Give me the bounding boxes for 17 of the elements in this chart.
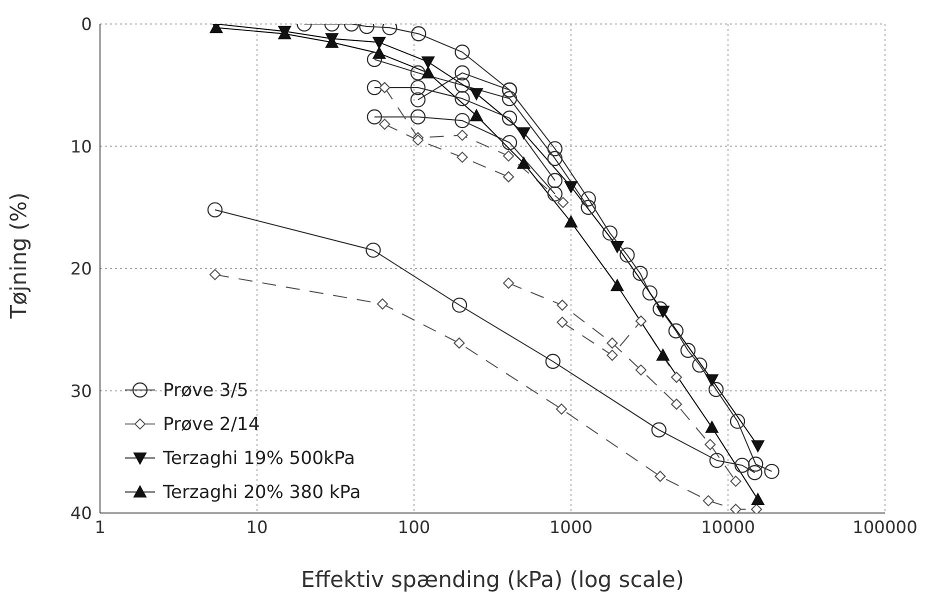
y-tick-label: 20 bbox=[70, 260, 92, 280]
y-tick-label: 30 bbox=[70, 382, 92, 402]
y-tick-label: 40 bbox=[70, 504, 92, 524]
x-tick-label: 1000 bbox=[549, 518, 593, 538]
x-tick-label: 10 bbox=[246, 518, 268, 538]
x-axis-title: Effektiv spænding (kPa) (log scale) bbox=[300, 568, 684, 593]
legend-label: Prøve 3/5 bbox=[163, 380, 248, 400]
y-axis-title: Tøjning (%) bbox=[6, 192, 32, 320]
legend-label: Terzaghi 20% 380 kPa bbox=[163, 482, 361, 502]
x-tick-label: 10000 bbox=[700, 518, 756, 538]
x-tick-label: 1 bbox=[94, 518, 106, 538]
x-tick-label: 100000 bbox=[852, 518, 918, 538]
x-tick-label: 100 bbox=[398, 518, 430, 538]
legend-label: Prøve 2/14 bbox=[163, 414, 260, 434]
legend-label: Terzaghi 19% 500kPa bbox=[163, 448, 356, 468]
y-tick-label: 0 bbox=[81, 15, 92, 36]
y-tick-label: 10 bbox=[70, 137, 92, 158]
